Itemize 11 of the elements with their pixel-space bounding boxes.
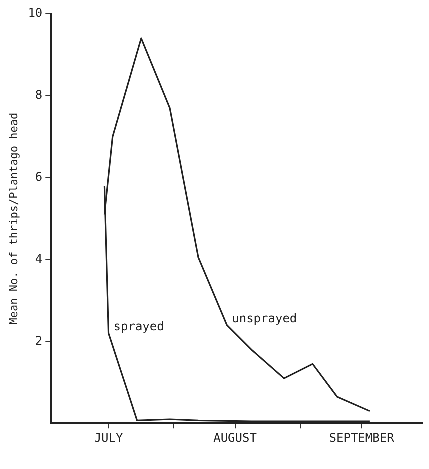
y-tick-label: 8 xyxy=(35,88,43,102)
series-label: unsprayed xyxy=(232,311,298,326)
x-tick-label: AUGUST xyxy=(214,430,257,445)
y-tick-label: 10 xyxy=(28,6,43,20)
y-axis-title: Mean No. of thrips/Plantago head xyxy=(7,112,20,325)
y-tick-label: 2 xyxy=(35,334,43,348)
y-tick-label: 4 xyxy=(35,252,43,266)
x-tick-label: SEPTEMBER xyxy=(329,430,396,445)
series-label: sprayed xyxy=(114,320,164,334)
x-tick-label: JULY xyxy=(94,430,124,445)
y-tick-label: 6 xyxy=(35,170,43,184)
